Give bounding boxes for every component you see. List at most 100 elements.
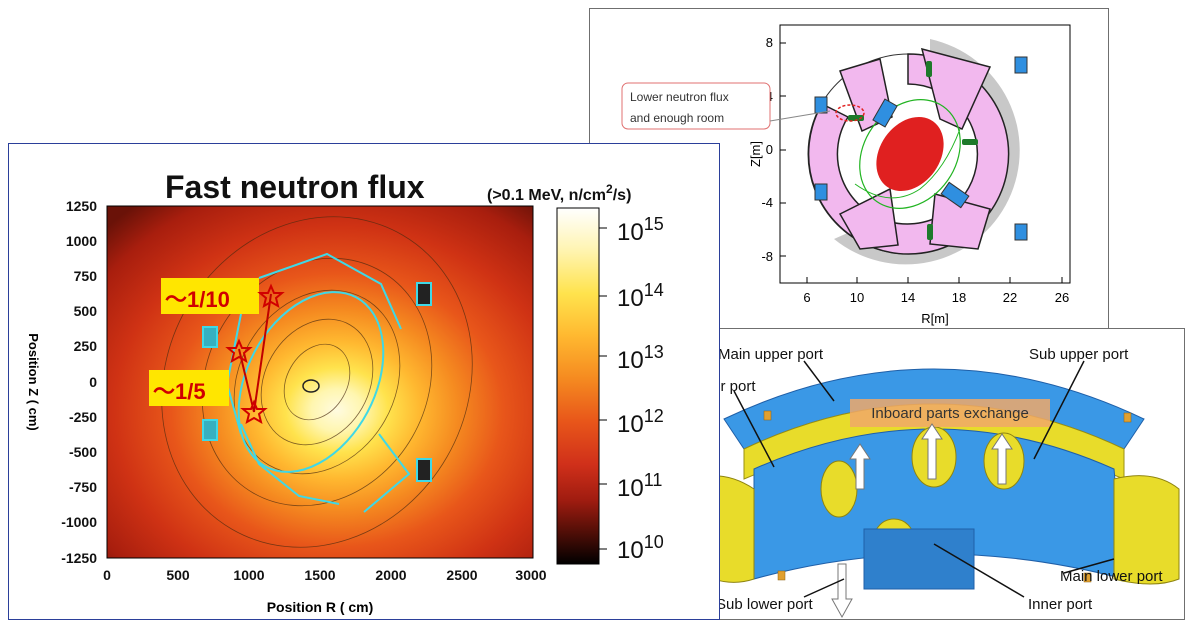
rz-xtick: 22	[1003, 290, 1017, 305]
port-diagram-svg: Inboard parts exchange Main upper port	[688, 346, 1180, 619]
rz-xtick: 6	[803, 290, 810, 305]
label-sub-lower-port: Sub lower port	[716, 596, 814, 613]
annotation-box-1-5	[149, 370, 229, 406]
green-coil	[962, 139, 978, 145]
exchange-arrow	[849, 443, 871, 490]
port-bracket	[1123, 412, 1132, 423]
callout-box	[621, 82, 771, 130]
pointer-sub-lower	[803, 578, 845, 598]
flux-ytick: -1000	[61, 514, 97, 530]
flux-coil	[416, 282, 432, 306]
flux-colorbar	[556, 207, 600, 565]
rz-ytick: -8	[761, 249, 773, 264]
port-bracket	[777, 570, 786, 581]
rz-xlabel: R[m]	[921, 311, 948, 326]
rz-ytick: -4	[761, 195, 773, 210]
pointer-outer	[733, 390, 775, 468]
flux-xtick: 0	[103, 567, 111, 583]
pointer-main-upper	[803, 360, 835, 402]
label-main-lower-port: Main lower port	[1060, 568, 1163, 585]
right-shield	[1113, 475, 1180, 585]
flux-ytick: 750	[74, 268, 98, 284]
annotation-box-1-10	[161, 278, 259, 314]
colorbar-label: 1014	[617, 280, 664, 312]
flux-ytick: 0	[89, 374, 97, 390]
rz-xtick: 26	[1055, 290, 1069, 305]
cyan-first-wall	[237, 291, 385, 473]
cyan-lower-right-blanket	[363, 433, 411, 513]
annotation-1-10: ～1/10	[165, 287, 230, 312]
exchange-arrow	[831, 563, 853, 619]
pf-coil	[1014, 56, 1028, 74]
green-coil	[848, 115, 864, 121]
colorbar-label: 1010	[617, 532, 664, 564]
flux-units: (>0.1 MeV, n/cm2/s)	[487, 182, 631, 204]
green-coil	[927, 224, 933, 240]
pf-coil	[872, 98, 898, 128]
plasma-center-contour	[302, 379, 320, 393]
label-inner-port: Inner port	[1028, 596, 1093, 613]
callout-highlight-ellipse	[835, 104, 865, 122]
rz-ytick: 0	[766, 142, 773, 157]
cyan-upper-blanket	[258, 252, 402, 330]
star-marker-icon	[257, 283, 285, 309]
rz-plot-svg: 8 4 0 -4 -8 6 10 14 18 22 26 R[m] Z[m]	[621, 24, 1071, 326]
rz-xtick: 14	[901, 290, 915, 305]
flux-title: Fast neutron flux	[165, 169, 425, 205]
star-marker-icon	[240, 399, 268, 425]
flux-coil	[416, 458, 432, 482]
label-main-upper-port: Main upper port	[718, 346, 824, 363]
exchange-highlight	[850, 399, 1050, 427]
rz-xtick: 18	[952, 290, 966, 305]
exchange-arrow	[991, 433, 1013, 485]
flux-coil	[202, 326, 218, 348]
flux-map-svg: Fast neutron flux (>0.1 MeV, n/cm2/s)	[26, 169, 664, 615]
flux-xtick: 2000	[375, 567, 406, 583]
pointer-sub-upper	[1033, 360, 1085, 460]
flux-xtick: 500	[166, 567, 190, 583]
port-opening	[820, 460, 858, 518]
colorbar-label: 1013	[617, 342, 664, 374]
field-lines	[859, 99, 961, 209]
pointer-inner	[933, 543, 1025, 598]
flux-ylabel: Position Z ( cm)	[26, 333, 41, 431]
flux-ytick: -1250	[61, 550, 97, 566]
flux-map-panel: Fast neutron flux (>0.1 MeV, n/cm2/s)	[8, 143, 720, 620]
inner-column	[863, 528, 975, 590]
port-bracket	[1083, 572, 1092, 583]
outer-coil-ring	[834, 39, 1020, 265]
flux-ytick: 500	[74, 303, 98, 319]
flux-xtick: 1000	[233, 567, 264, 583]
pf-coil	[814, 96, 828, 114]
flux-ytick: -250	[69, 409, 97, 425]
flux-coil	[202, 419, 218, 441]
flux-xtick: 2500	[446, 567, 477, 583]
star-marker-icon	[225, 338, 253, 364]
port-bracket	[763, 410, 772, 421]
rz-ylabel: Z[m]	[748, 141, 763, 167]
exchange-arrow	[921, 423, 943, 480]
flux-ytick: -750	[69, 479, 97, 495]
annotation-arrow	[253, 293, 272, 413]
flux-ytick: -500	[69, 444, 97, 460]
green-coil	[926, 61, 932, 77]
annotation-1-5: ～1/5	[153, 379, 206, 404]
pf-coil	[1014, 223, 1028, 241]
flux-ytick: 250	[74, 338, 98, 354]
rz-cross-section-panel: 8 4 0 -4 -8 6 10 14 18 22 26 R[m] Z[m]	[589, 8, 1109, 330]
flux-xtick: 1500	[304, 567, 335, 583]
label-sub-upper-port: Sub upper port	[1029, 346, 1129, 363]
cyan-lower-blanket	[240, 423, 340, 505]
pf-coil	[814, 183, 828, 201]
port-3d-panel: Inboard parts exchange Main upper port	[683, 328, 1185, 620]
colorbar-label: 1015	[617, 214, 664, 246]
colorbar-label: 1012	[617, 406, 664, 438]
pointer-main-lower	[1063, 558, 1115, 574]
flux-xlabel: Position R ( cm)	[267, 599, 374, 615]
rz-ytick: 8	[766, 35, 773, 50]
flux-ytick: 1000	[66, 233, 97, 249]
upper-right-sector	[920, 47, 992, 130]
rz-xtick: 10	[850, 290, 864, 305]
callout-line-1: Lower neutron flux	[630, 90, 729, 104]
colorbar-label: 1011	[617, 470, 662, 502]
